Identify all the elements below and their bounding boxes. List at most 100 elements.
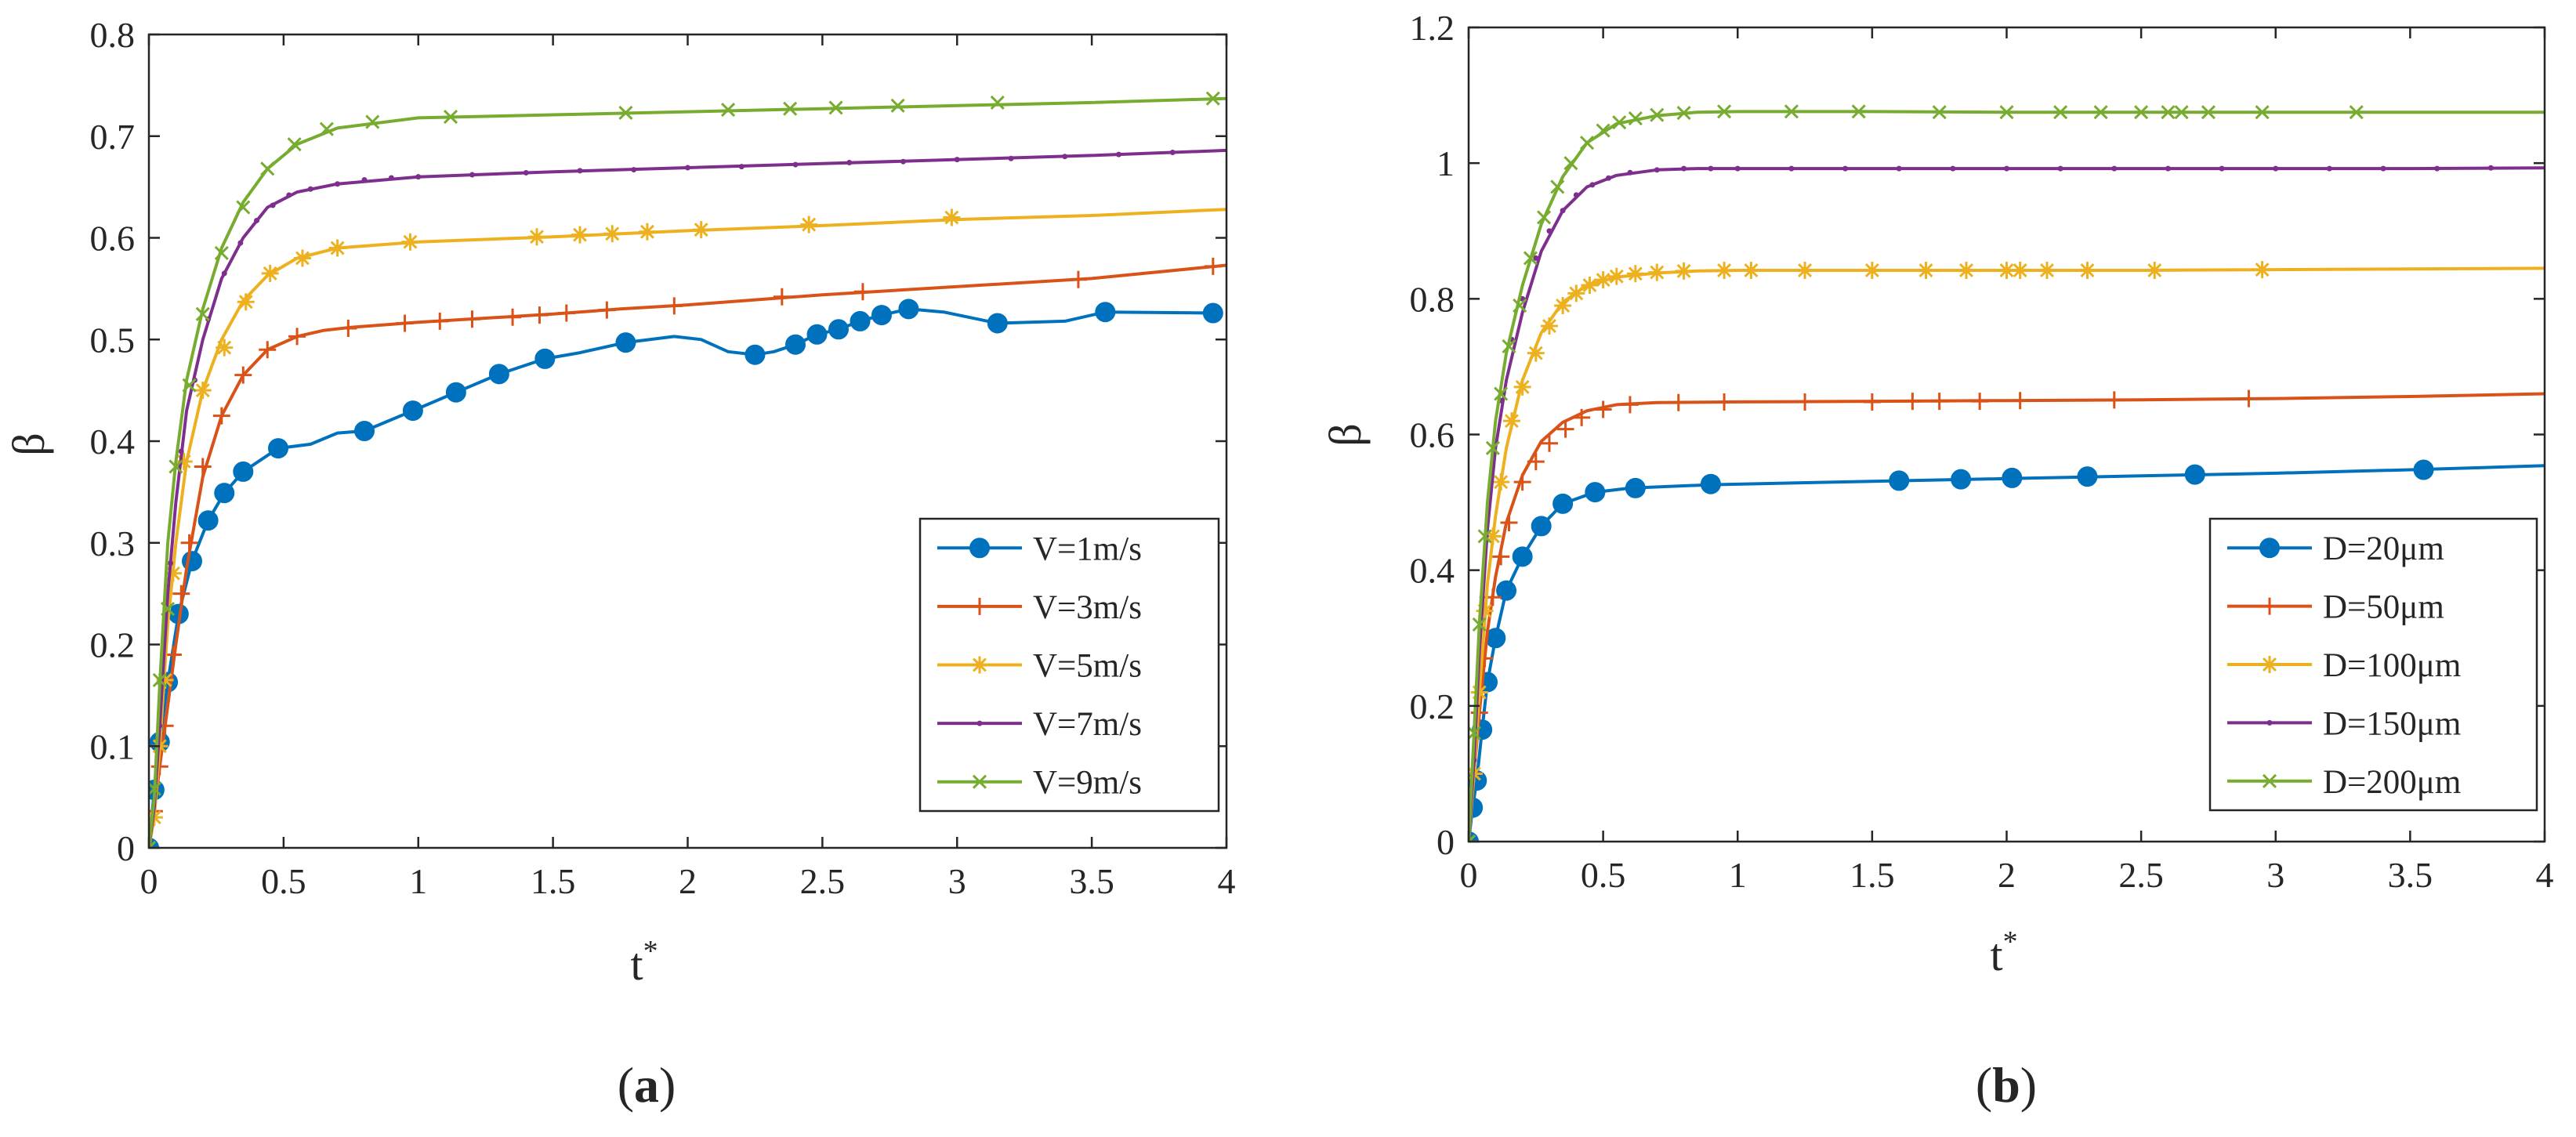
panel-b-series-5-marker-23 [1999, 105, 2014, 120]
panel-a-series-1-marker-15 [534, 348, 556, 369]
panel-a-series-2-marker-16 [463, 310, 481, 328]
panel-a-series-1-marker-26 [1202, 302, 1223, 324]
panel-a-xtick-label-8: 3.5 [1069, 861, 1114, 901]
panel-b-series-5-marker-22 [1932, 105, 1947, 120]
panel-a: β t* (a) 0 0.5 1 1.5 2 2.5 3 3.5 4 0 0.1 0.2 0.3 0.4 0… [3, 15, 1236, 1113]
panel-a-ytick-label-7: 0.6 [90, 219, 136, 259]
panel-a-series-2-marker-17 [504, 308, 522, 326]
panel-a-series-2-line [149, 263, 1226, 848]
panel-a-series-2-marker-15 [431, 312, 449, 330]
panel-a-series-5-marker-2 [149, 781, 161, 796]
panel-b-xtick-label-6: 2.5 [2118, 855, 2164, 895]
panel-a-series-1-marker-22 [871, 305, 892, 326]
panel-b-series-4-marker-25 [2165, 165, 2171, 172]
panel-b-legend-label-2: D=50μm [2323, 589, 2444, 626]
panel-b-series-4-marker-28 [2326, 165, 2332, 172]
panel-a-xlabel: t* [630, 935, 658, 990]
panel-a-series-2-marker-22 [773, 288, 791, 306]
panel-a-series-4-marker-24 [900, 158, 906, 165]
panel-a-ytick-label-9: 0.8 [90, 15, 136, 55]
panel-b-series-4-marker-29 [2380, 165, 2386, 172]
panel-b-series-5-marker-31 [2349, 105, 2364, 120]
panel-a-series-5-marker-19 [890, 98, 905, 113]
panel-a-legend-label-4: V=7m/s [1033, 706, 1142, 743]
panel-b-series-3-marker-9 [1527, 344, 1545, 362]
panel-b-ytick-label-7: 1.2 [1410, 8, 1455, 48]
panel-b-xtick-label-5: 2 [1998, 855, 2016, 895]
panel-b-xtick-label-9: 4 [2536, 855, 2554, 895]
panel-b-series-4-marker-13 [1627, 169, 1633, 176]
panel-a-series-4-marker-27 [1062, 154, 1068, 160]
panel-a-series-4-marker-19 [631, 167, 637, 173]
panel-a-series-5-marker-9 [236, 200, 251, 215]
panel-b-series-3-marker-14 [1594, 271, 1612, 289]
panel-b-series-5-marker-13 [1579, 136, 1595, 150]
panel-b-legend-marker-1 [2259, 538, 2280, 559]
panel-a-series-1-marker-20 [828, 319, 849, 340]
panel-b-series-5-marker-5 [1485, 440, 1500, 455]
panel-b-series-1-marker-15 [1951, 469, 1972, 490]
panel-b-series-4-marker-14 [1654, 167, 1660, 173]
panel-a-legend-label-5: V=9m/s [1033, 765, 1142, 802]
panel-a-series-2-marker-10 [234, 366, 252, 384]
panel-b-series-3-marker-20 [1742, 261, 1760, 279]
panel-b-series-5-marker-9 [1523, 251, 1538, 266]
panel-b-series-2-marker-18 [1863, 393, 1881, 411]
panel-a-series-1-marker-23 [898, 299, 919, 320]
panel-b-series-3-marker-19 [1716, 261, 1734, 279]
panel-a-series-5-marker-7 [195, 306, 210, 321]
panel-a-series-3-marker-8 [216, 339, 234, 357]
panel-a-series-4-marker-13 [361, 177, 368, 183]
panel-b-series-1-marker-7 [1496, 580, 1517, 601]
panel-b-series-3-marker-18 [1675, 262, 1693, 280]
panel-a-series-5-marker-14 [443, 110, 458, 125]
panel-a-series-2-marker-18 [531, 306, 549, 324]
panel-b-series-3-marker-8 [1513, 378, 1531, 396]
panel-a-ytick-label-4: 0.3 [90, 523, 136, 563]
panel-a-series-2-marker-5 [164, 646, 182, 664]
panel-a-series-4-marker-17 [523, 169, 529, 176]
panel-a-series-2 [149, 257, 1226, 848]
panel-a-series-5-marker-8 [214, 245, 229, 261]
panel-b-legend-marker-3 [2261, 656, 2278, 673]
panel-a-series-2-marker-20 [598, 301, 616, 319]
panel-b-series-3 [1469, 261, 2545, 842]
panel-a-series-4-marker-10 [286, 192, 292, 198]
panel-b-legend-marker-2 [2261, 597, 2278, 615]
panel-b-series-4-marker-22 [2004, 165, 2009, 172]
panel-a-series-1-marker-13 [445, 382, 466, 403]
panel-a-legend-marker-3 [971, 656, 988, 674]
panel-b-series-1-marker-19 [2413, 459, 2434, 480]
panel-b-series-2-marker-9 [1527, 453, 1545, 471]
panel-a-legend-label-1: V=1m/s [1033, 530, 1142, 567]
panel-b-series-4-marker-21 [1950, 165, 1956, 172]
panel-a-ytick-label-2: 0.1 [90, 726, 136, 766]
panel-b-series-3-marker-16 [1626, 265, 1644, 283]
panel-b-series-5-marker-1 [1469, 834, 1476, 842]
panel-a-series-5-marker-6 [182, 378, 197, 393]
panel-a-series-5-marker-12 [319, 121, 334, 136]
panel-b-series-3-marker-22 [1863, 261, 1881, 279]
panel-a-series-3-marker-11 [293, 249, 311, 267]
panel-a-series-3-marker-17 [638, 223, 656, 241]
panel-b-legend-marker-4 [2266, 719, 2273, 726]
panel-a-series-2-marker-13 [339, 319, 357, 337]
panel-a-ytick-label-3: 0.2 [90, 625, 136, 665]
panel-b-xtick-label-8: 3.5 [2388, 855, 2433, 895]
panel-b-ylabel: β [1320, 423, 1371, 447]
panel-b-series-2-line [1469, 392, 2545, 842]
panel-a-series-1-marker-7 [197, 510, 219, 531]
panel-b-series-4-marker-26 [2219, 165, 2225, 172]
panel-b-series-4-marker-7 [1533, 255, 1539, 261]
panel-a-series-2-marker-21 [665, 297, 683, 315]
panel-a-caption: (a) [618, 1057, 676, 1113]
panel-b-series-5-marker-24 [2053, 105, 2068, 120]
panel-a-series-1-marker-8 [214, 483, 235, 504]
panel-b-series-3-marker-15 [1607, 267, 1625, 285]
panel-b-series-5-marker-7 [1502, 339, 1516, 354]
panel-a-series-4-marker-18 [577, 168, 583, 174]
panel-a-series-3-marker-20 [943, 208, 961, 226]
panel-b-ytick-label-5: 0.8 [1410, 279, 1455, 319]
panel-a-series-4-line [149, 148, 1226, 848]
panel-b-series-2-marker-21 [1971, 393, 1989, 411]
